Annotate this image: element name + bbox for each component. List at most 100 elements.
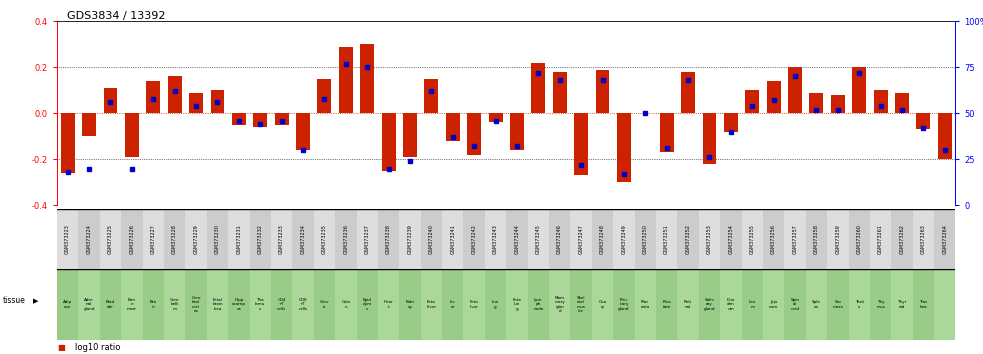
Text: Adre
nal
gland: Adre nal gland [84, 298, 94, 311]
Bar [357, 269, 377, 340]
Bar [570, 209, 592, 269]
Bar [635, 209, 656, 269]
Bar [788, 67, 802, 113]
Bar [100, 269, 121, 340]
Text: log10 ratio: log10 ratio [75, 343, 120, 352]
Bar [912, 269, 934, 340]
Bar [528, 269, 549, 340]
Text: Thy
mus: Thy mus [876, 300, 885, 309]
Bar [763, 269, 784, 340]
Text: GSM373237: GSM373237 [365, 224, 370, 254]
Bar [784, 209, 806, 269]
Bar [506, 209, 528, 269]
Text: Ova
ry: Ova ry [599, 300, 607, 309]
Bar [916, 113, 930, 130]
Text: GSM373244: GSM373244 [514, 224, 519, 254]
Bar [489, 113, 502, 122]
Bar [592, 269, 613, 340]
Text: Epid
dym
s: Epid dym s [363, 298, 372, 311]
Bar [552, 72, 566, 113]
Bar [335, 209, 357, 269]
Bar [399, 269, 421, 340]
Bar [164, 269, 186, 340]
Text: GSM373256: GSM373256 [771, 224, 777, 254]
Text: Bra
in: Bra in [149, 300, 157, 309]
Text: Thyr
oid: Thyr oid [897, 300, 906, 309]
Text: Feta
lun
g: Feta lun g [512, 298, 521, 311]
Bar [806, 269, 827, 340]
Bar [254, 113, 267, 127]
Bar [318, 79, 331, 113]
Bar [61, 113, 75, 173]
Text: GSM373257: GSM373257 [792, 224, 797, 254]
Bar [763, 209, 784, 269]
Bar [463, 269, 485, 340]
Bar [164, 209, 186, 269]
Text: Saliv
ary
gland: Saliv ary gland [704, 298, 716, 311]
Text: GSM373260: GSM373260 [857, 224, 862, 254]
Bar [210, 90, 224, 113]
Text: GSM373225: GSM373225 [108, 224, 113, 254]
Text: Plac
enta: Plac enta [641, 300, 650, 309]
Bar [699, 269, 721, 340]
Bar [703, 113, 717, 164]
Bar [381, 113, 395, 171]
Bar [57, 269, 79, 340]
Text: GSM373253: GSM373253 [707, 224, 712, 254]
Bar [831, 95, 844, 113]
Text: Skel
etal
mus
cle: Skel etal mus cle [577, 296, 586, 313]
Bar [892, 209, 912, 269]
Bar [896, 93, 909, 113]
Bar [912, 209, 934, 269]
Bar [292, 269, 314, 340]
Bar [656, 209, 677, 269]
Text: Hipp
ocamp
us: Hipp ocamp us [232, 298, 246, 311]
Bar [228, 269, 250, 340]
Text: Reti
nal: Reti nal [684, 300, 692, 309]
Text: Cerv
ix: Cerv ix [319, 300, 329, 309]
Text: GSM373245: GSM373245 [536, 224, 541, 254]
Bar [848, 209, 870, 269]
Text: GSM373250: GSM373250 [643, 224, 648, 254]
Text: Blad
der: Blad der [106, 300, 115, 309]
Text: GSM373224: GSM373224 [87, 224, 91, 254]
Text: GSM373247: GSM373247 [579, 224, 584, 254]
Bar [656, 269, 677, 340]
Bar [892, 269, 912, 340]
Text: Liv
er: Liv er [450, 300, 456, 309]
Text: Feta
liver: Feta liver [470, 300, 479, 309]
Text: GSM373251: GSM373251 [665, 224, 669, 254]
Bar [57, 209, 79, 269]
Bar [189, 93, 203, 113]
Bar [506, 269, 528, 340]
Bar [339, 47, 353, 113]
Text: Cere
belli
m: Cere belli m [170, 298, 180, 311]
Text: GSM373255: GSM373255 [750, 224, 755, 254]
Bar [100, 209, 121, 269]
Text: Pros
tate: Pros tate [663, 300, 671, 309]
Text: GSM373230: GSM373230 [215, 224, 220, 254]
Bar [103, 88, 117, 113]
Bar [442, 269, 463, 340]
Text: GSM373239: GSM373239 [408, 224, 413, 254]
Bar [146, 81, 160, 113]
Text: GSM373234: GSM373234 [301, 224, 306, 254]
Bar [549, 209, 570, 269]
Bar [934, 269, 955, 340]
Text: GSM373238: GSM373238 [386, 224, 391, 254]
Bar [403, 113, 417, 157]
Bar [250, 269, 271, 340]
Bar [741, 269, 763, 340]
Bar [228, 209, 250, 269]
Bar [485, 269, 506, 340]
Text: Sple
en: Sple en [812, 300, 821, 309]
Bar [874, 90, 888, 113]
Bar [852, 67, 866, 113]
Bar [79, 209, 100, 269]
Bar [938, 113, 952, 159]
Text: GSM373254: GSM373254 [728, 224, 733, 254]
Bar [79, 269, 100, 340]
Bar [314, 269, 335, 340]
Bar [574, 113, 588, 175]
Text: Adip
ose: Adip ose [63, 300, 73, 309]
